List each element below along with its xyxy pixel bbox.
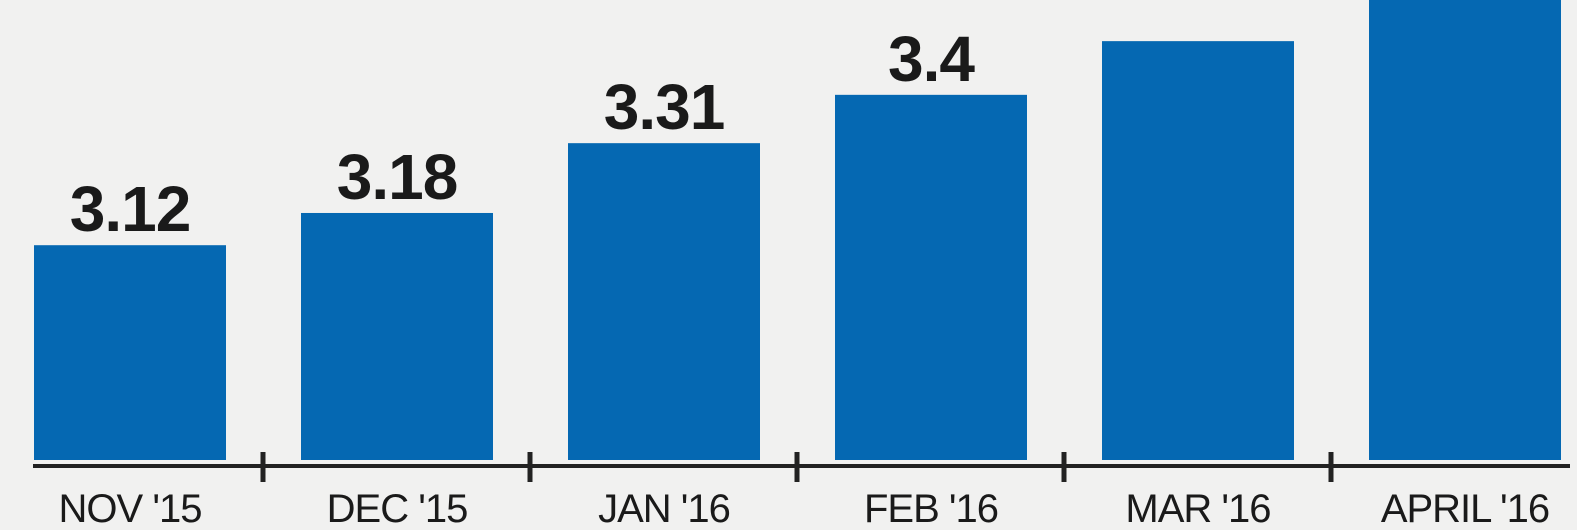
value-labels-layer: 3.12 3.18 3.31 3.4 <box>70 23 977 245</box>
value-label-feb-16: 3.4 <box>888 23 975 95</box>
value-label-dec-15: 3.18 <box>337 141 458 213</box>
bar-dec-15 <box>301 212 493 460</box>
x-tick-labels: NOV '15 DEC '15 JAN '16 FEB '16 MAR '16 APRIL… <box>59 487 1551 530</box>
value-label-nov-15: 3.12 <box>70 173 191 245</box>
x-tick-label-jan-16: JAN '16 <box>598 487 730 530</box>
x-tick-label-feb-16: FEB '16 <box>864 487 998 530</box>
x-tick-label-mar-16: MAR '16 <box>1125 487 1270 530</box>
bar-jan-16 <box>568 143 760 461</box>
bar-feb-16 <box>835 94 1027 460</box>
bar-april-16 <box>1369 0 1561 460</box>
bar-mar-16 <box>1102 41 1294 460</box>
value-label-jan-16: 3.31 <box>604 71 725 143</box>
x-axis <box>33 452 1570 482</box>
x-tick-label-dec-15: DEC '15 <box>327 487 468 530</box>
bars-layer <box>34 0 1561 461</box>
bar-nov-15 <box>34 245 226 460</box>
x-tick-label-nov-15: NOV '15 <box>59 487 202 530</box>
x-tick-label-april-16: APRIL '16 <box>1381 487 1549 530</box>
